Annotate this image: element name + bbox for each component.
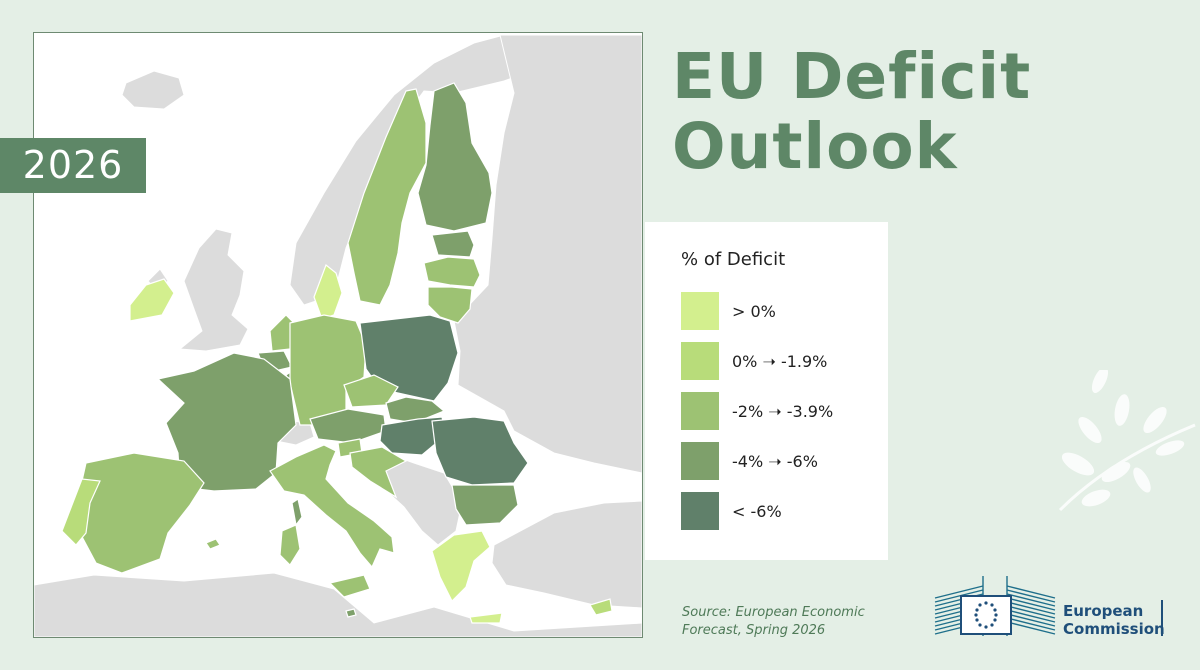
malta [345,608,357,618]
source-line-1: Source: European Economic [682,605,865,620]
latvia [423,256,481,288]
legend-title: % of Deficit [681,249,786,270]
legend-item-below-minus-6: < -6% [681,492,782,530]
balearic-islands [205,538,221,550]
ec-divider [1161,600,1163,636]
olive-branch-icon [1058,370,1196,512]
ec-wordmark-line-2: Commission [1063,620,1165,638]
ec-building-icon [934,576,1056,636]
legend-label: -4% ➝ -6% [732,451,818,471]
legend-swatch [681,442,719,480]
legend-swatch [681,342,719,380]
greece [431,530,491,603]
european-commission-logo: European Commission [933,572,1173,638]
czechia [343,374,399,408]
map-svg [34,33,642,637]
legend-label: -2% ➝ -3.9% [732,401,834,421]
russia-belarus-ukraine [453,34,642,474]
legend-label: 0% ➝ -1.9% [732,351,828,371]
eu-map [33,32,643,638]
ireland [129,278,175,322]
legend-item-minus-4-to-minus-6: -4% ➝ -6% [681,442,818,480]
great-britain [178,228,249,352]
ec-wordmark: European Commission [1063,602,1165,638]
legend-swatch [681,392,719,430]
legend-label: > 0% [732,301,776,321]
ec-wordmark-line-1: European [1063,602,1144,620]
crete [469,612,503,624]
legend-swatch [681,292,719,330]
corsica [291,498,303,527]
finland [417,82,493,232]
source-line-2: Forecast, Spring 2026 [682,623,826,638]
legend-item-minus-2-to-minus-3-9: -2% ➝ -3.9% [681,392,833,430]
legend-item-0-to-minus-1-9: 0% ➝ -1.9% [681,342,827,380]
bulgaria [451,484,519,526]
turkey [491,500,642,609]
hungary [379,416,447,456]
iceland [121,70,185,110]
sardinia [279,524,301,566]
portugal [61,478,101,546]
sicily [328,574,371,598]
slovakia [385,396,446,424]
year-badge: 2026 [0,138,146,193]
title-line-1: EU Deficit [672,40,1032,113]
italy [269,444,395,569]
croatia [349,446,408,499]
romania [431,416,529,486]
north-africa [34,572,642,637]
legend-swatch [681,492,719,530]
legend-label: < -6% [732,501,782,521]
legend: % of Deficit > 0% 0% ➝ -1.9% -2% ➝ -3.9%… [645,222,888,560]
cyprus [589,598,613,616]
lithuania [427,286,473,324]
sweden [347,88,427,306]
page-title: EU Deficit Outlook [672,42,1172,182]
legend-item-surplus: > 0% [681,292,776,330]
estonia [431,230,475,258]
title-line-2: Outlook [672,110,958,183]
source-note: Source: European Economic Forecast, Spri… [682,604,882,640]
